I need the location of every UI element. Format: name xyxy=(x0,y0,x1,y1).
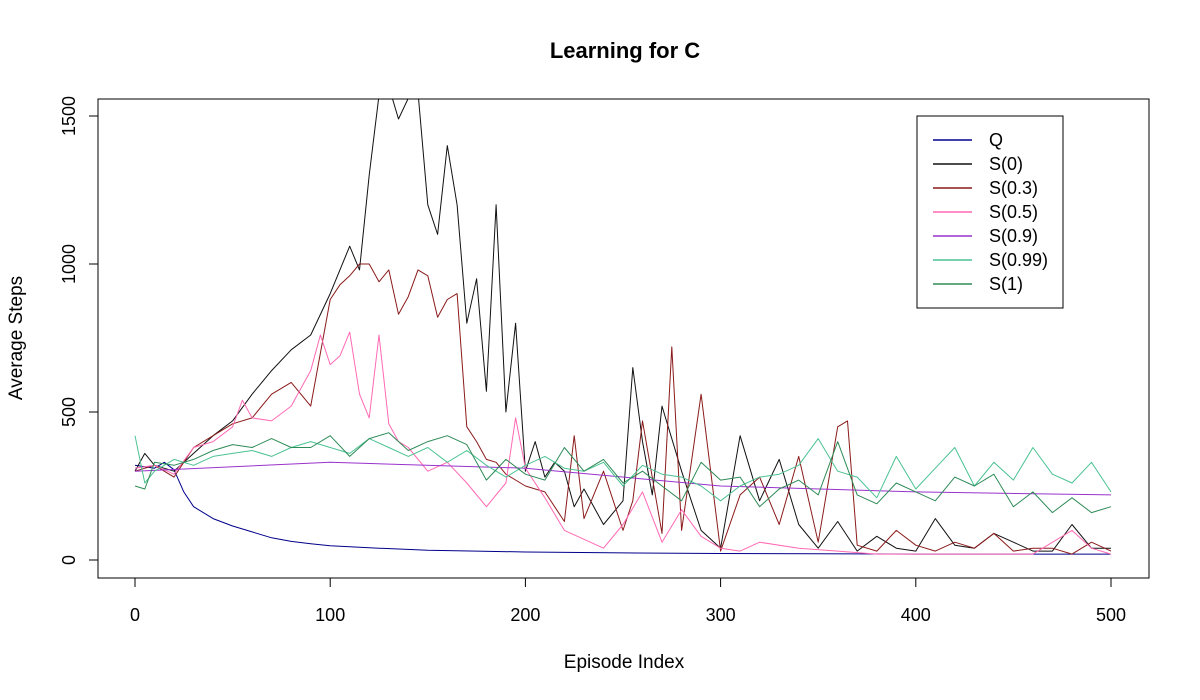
x-axis-label: Episode Index xyxy=(564,652,685,673)
y-tick-label: 500 xyxy=(59,397,79,427)
legend-label: S(0) xyxy=(989,154,1023,174)
legend-label: S(0.5) xyxy=(989,202,1038,222)
series-line-4 xyxy=(134,461,1112,496)
y-tick-label: 0 xyxy=(59,555,79,565)
x-tick-label: 500 xyxy=(1096,605,1126,625)
y-axis-label: Average Steps xyxy=(6,276,27,400)
y-tick-label: 1000 xyxy=(59,244,79,284)
y-tick-label: 1500 xyxy=(59,96,79,136)
x-axis: 0 100 200 300 400 500 xyxy=(130,577,1126,625)
series-line-2 xyxy=(134,263,1112,555)
series-layer xyxy=(134,99,1112,555)
y-axis: 0 500 1000 1500 xyxy=(59,96,99,565)
x-tick-label: 100 xyxy=(315,605,345,625)
legend-label: S(1) xyxy=(989,274,1023,294)
x-tick-label: 0 xyxy=(130,605,140,625)
x-tick-label: 200 xyxy=(510,605,540,625)
series-line-5 xyxy=(134,435,1112,502)
series-line-6 xyxy=(134,432,1112,514)
chart-title: Learning for C xyxy=(550,38,700,63)
series-line-3 xyxy=(134,331,1112,555)
legend-label: S(0.99) xyxy=(989,250,1048,270)
x-tick-label: 300 xyxy=(706,605,736,625)
legend-label: Q xyxy=(989,130,1003,150)
series-line-0 xyxy=(134,461,1111,555)
legend: Q S(0) S(0.3) S(0.5) S(0.9) S(0.99) S(1) xyxy=(916,115,1064,309)
legend-label: S(0.3) xyxy=(989,178,1038,198)
x-tick-label: 400 xyxy=(901,605,931,625)
legend-label: S(0.9) xyxy=(989,226,1038,246)
